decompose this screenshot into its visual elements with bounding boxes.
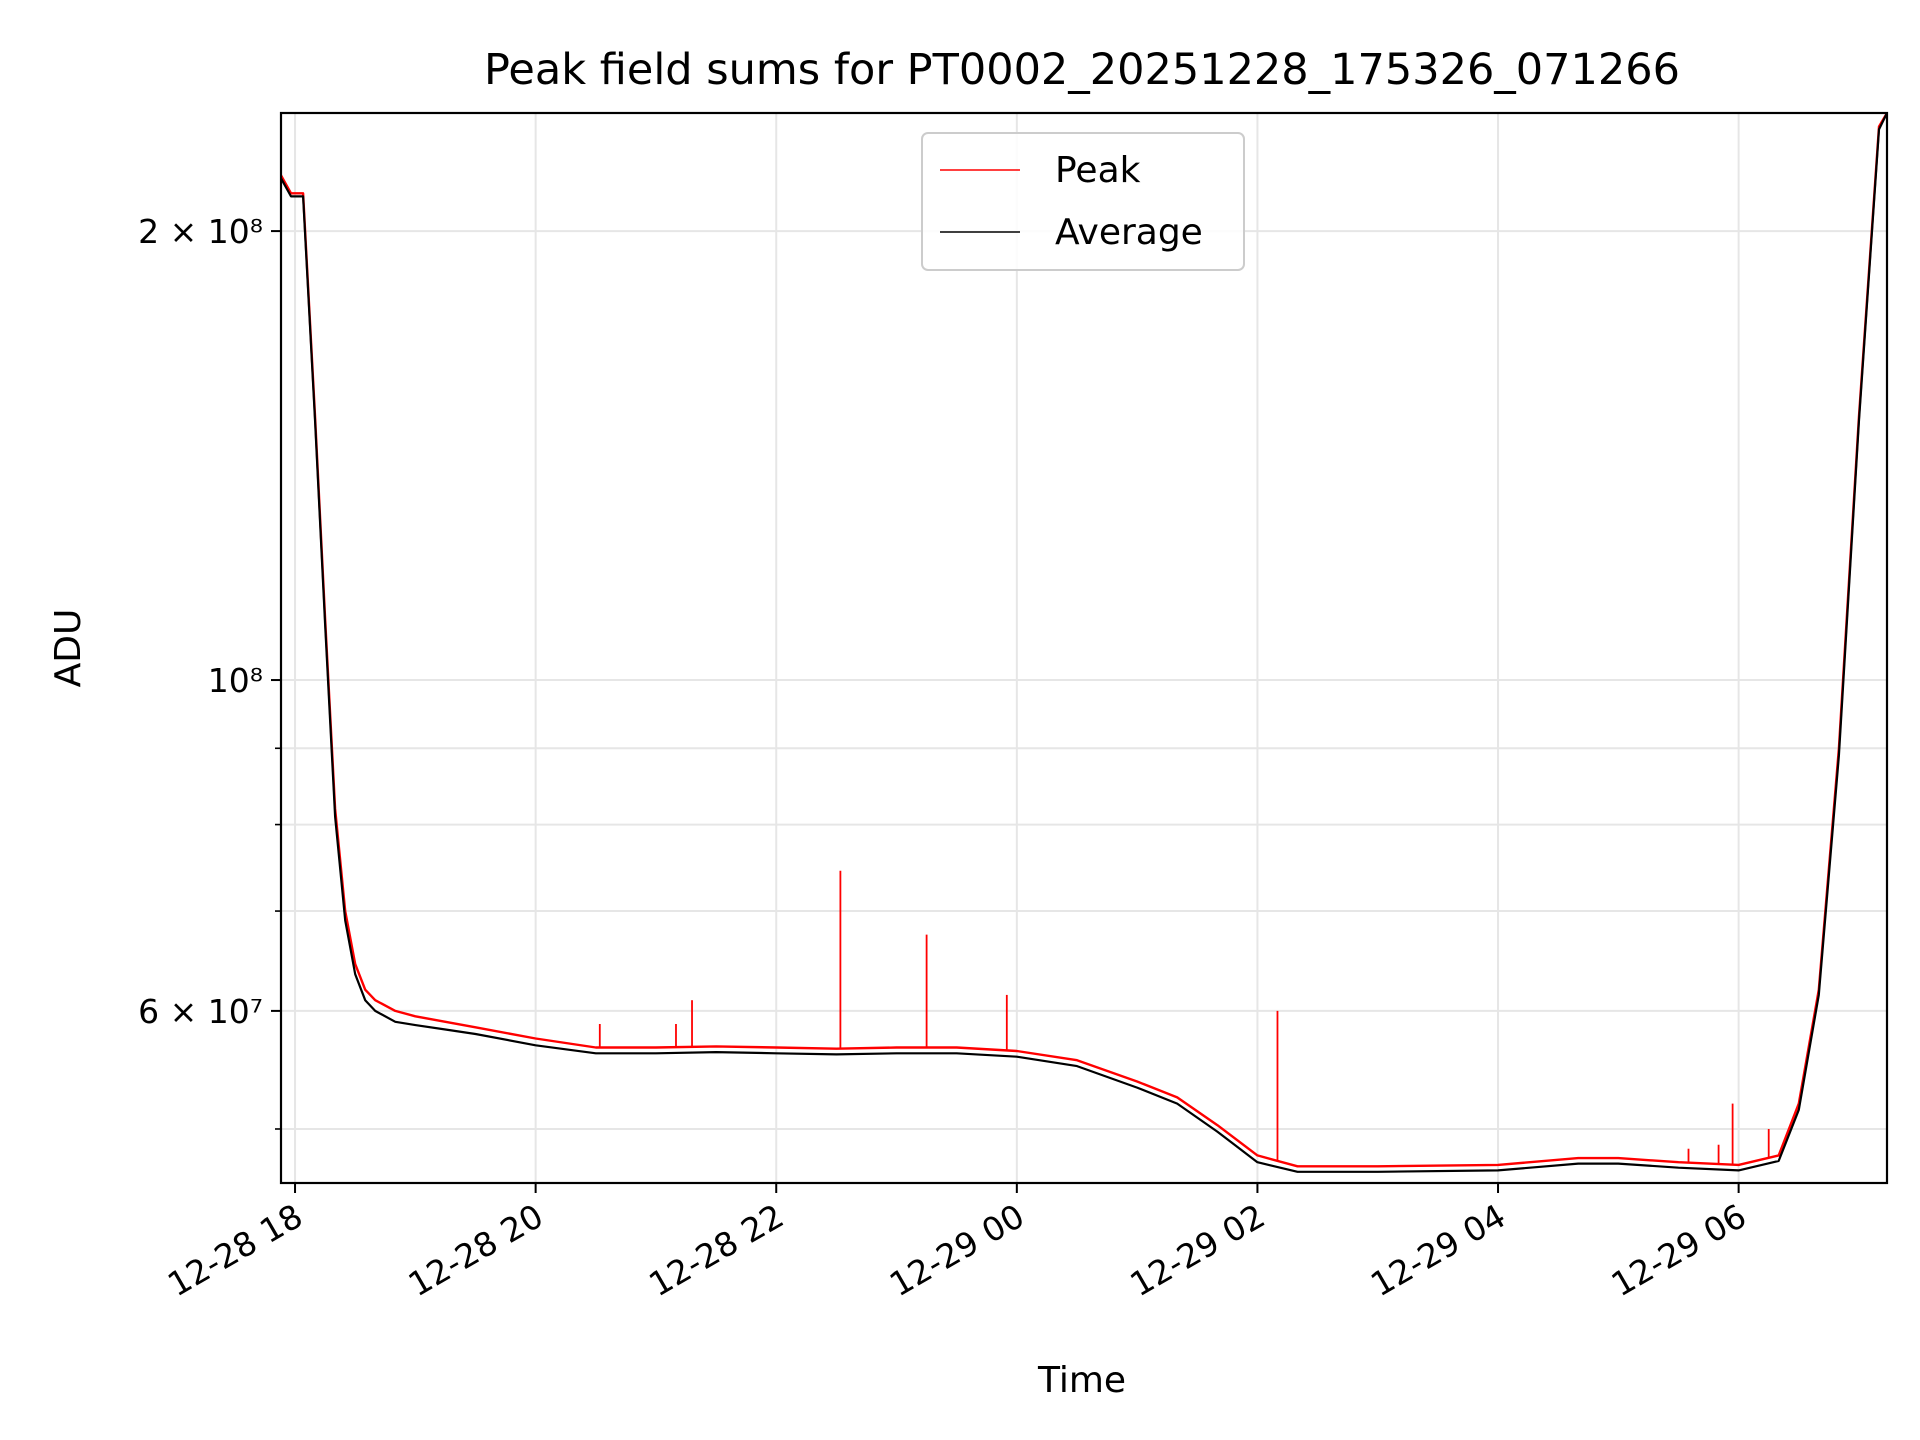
y-tick-label: 10⁸	[208, 661, 263, 700]
y-axis-ticks: 6 × 10⁷ 10⁸ 2 × 10⁸	[138, 212, 281, 1130]
legend-label-average: Average	[1055, 212, 1203, 253]
legend-box	[921, 132, 1245, 271]
legend-label-peak: Peak	[1055, 150, 1141, 191]
chart-title: Peak field sums for PT0002_20251228_1753…	[484, 45, 1680, 95]
x-axis-label: Time	[1037, 1360, 1126, 1401]
y-tick-label: 6 × 10⁷	[138, 992, 263, 1031]
plot-frame	[279, 111, 1889, 1185]
series-layer	[281, 113, 1887, 1173]
series-line-peak	[281, 113, 1887, 1168]
legend: Peak Average	[921, 132, 1245, 271]
y-tick-label: 2 × 10⁸	[138, 212, 263, 251]
series-line-average	[281, 113, 1887, 1173]
y-axis-label: ADU	[48, 609, 89, 688]
